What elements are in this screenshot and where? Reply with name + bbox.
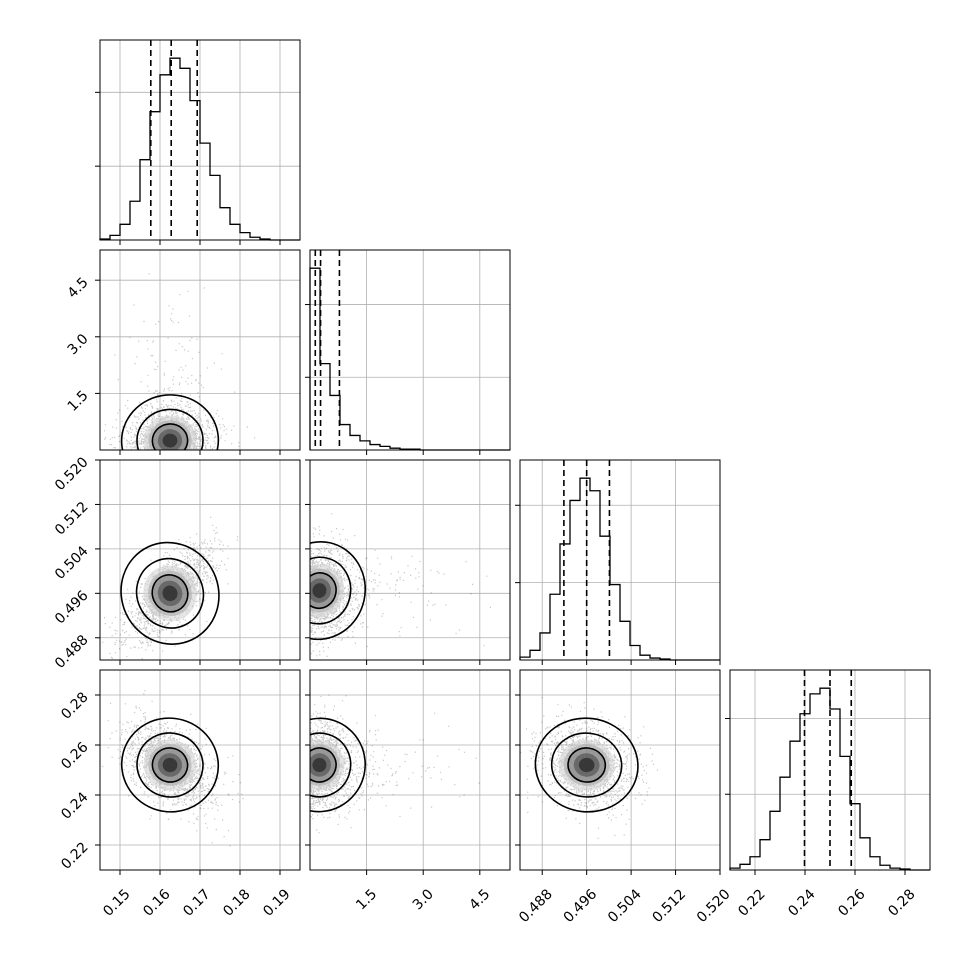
panel-frame xyxy=(519,669,721,871)
x-tick-label: 0.28 xyxy=(885,886,918,919)
panel-frame xyxy=(309,669,511,871)
contour-level-2 xyxy=(151,747,189,783)
contour-level-1 xyxy=(136,732,204,798)
scatter-points xyxy=(100,460,300,660)
histogram-step-line xyxy=(729,687,930,871)
x-tick-label: 0.504 xyxy=(605,886,645,926)
contour-level-0 xyxy=(534,717,639,813)
x-tick-label: 0.24 xyxy=(785,886,818,919)
contour-level-0 xyxy=(120,394,220,450)
contour-level-1 xyxy=(550,732,623,798)
panel-frame xyxy=(309,249,511,451)
x-tick-label: 0.512 xyxy=(650,886,690,926)
contour-level-0 xyxy=(310,541,367,641)
density-cell xyxy=(162,433,178,448)
y-tick-label: 0.520 xyxy=(52,454,92,494)
x-tick-label: 0.520 xyxy=(694,886,734,926)
contour-level-2 xyxy=(151,574,189,613)
y-tick-label: 3.0 xyxy=(65,331,92,358)
histogram-step-line xyxy=(99,57,300,241)
scatter-panel-0-2 xyxy=(95,459,301,665)
x-tick-label: 0.496 xyxy=(561,886,601,926)
y-tick-label: 4.5 xyxy=(65,275,92,302)
x-tick-label: 3.0 xyxy=(410,886,437,913)
contour-level-1 xyxy=(136,408,204,450)
panel-frame xyxy=(309,459,511,661)
x-tick-label: 0.18 xyxy=(220,886,253,919)
density-cell xyxy=(162,585,178,602)
scatter-points xyxy=(310,460,510,660)
contour-level-1 xyxy=(135,557,205,629)
x-tick-label: 0.22 xyxy=(735,886,768,919)
histogram-panel-3 xyxy=(725,669,931,875)
scatter-panel-2-3 xyxy=(515,669,721,875)
contour-level-0 xyxy=(120,717,220,813)
density-cell xyxy=(312,583,327,599)
scatter-points xyxy=(100,670,300,870)
x-tick-label: 0.488 xyxy=(516,886,556,926)
contour-level-0 xyxy=(310,717,366,813)
x-tick-label: 0.19 xyxy=(260,886,293,919)
panel-frame xyxy=(729,669,931,871)
y-tick-label: 1.5 xyxy=(65,388,92,415)
density-cell xyxy=(162,757,178,773)
scatter-density xyxy=(100,273,256,450)
contour-level-1 xyxy=(310,732,352,798)
contour-level-1 xyxy=(310,556,352,625)
scatter-points xyxy=(100,250,300,450)
y-tick-label: 0.24 xyxy=(58,789,91,822)
y-tick-label: 0.504 xyxy=(52,543,92,583)
x-tick-label: 1.5 xyxy=(353,886,380,913)
y-tick-label: 0.496 xyxy=(52,588,92,628)
scatter-panel-1-2 xyxy=(305,459,511,665)
contour-level-0 xyxy=(120,541,220,645)
scatter-panel-1-3 xyxy=(305,669,511,875)
x-tick-label: 0.26 xyxy=(835,886,868,919)
scatter-points xyxy=(520,670,720,870)
x-tick-label: 0.17 xyxy=(180,886,213,919)
histogram-panel-1 xyxy=(305,249,511,455)
y-tick-label: 0.26 xyxy=(58,739,91,772)
contour-level-2 xyxy=(310,572,337,610)
contour-level-2 xyxy=(151,423,189,450)
density-cell xyxy=(578,757,595,773)
contour-level-2 xyxy=(310,747,337,783)
x-tick-label: 0.15 xyxy=(100,886,133,919)
y-tick-label: 0.22 xyxy=(58,839,91,872)
y-tick-label: 0.512 xyxy=(52,499,92,539)
histogram-panel-2 xyxy=(515,459,721,665)
scatter-panel-0-1 xyxy=(95,249,301,455)
y-tick-label: 0.488 xyxy=(52,632,92,672)
contour-level-2 xyxy=(567,747,607,783)
histogram-panel-0 xyxy=(95,39,301,245)
scatter-panel-0-3 xyxy=(95,669,301,875)
x-tick-label: 4.5 xyxy=(466,886,493,913)
y-tick-label: 0.28 xyxy=(58,689,91,722)
scatter-points xyxy=(310,670,510,870)
x-tick-label: 0.16 xyxy=(140,886,173,919)
histogram-step-line xyxy=(519,477,720,661)
density-cell xyxy=(312,757,327,773)
panel-frame xyxy=(519,459,721,661)
